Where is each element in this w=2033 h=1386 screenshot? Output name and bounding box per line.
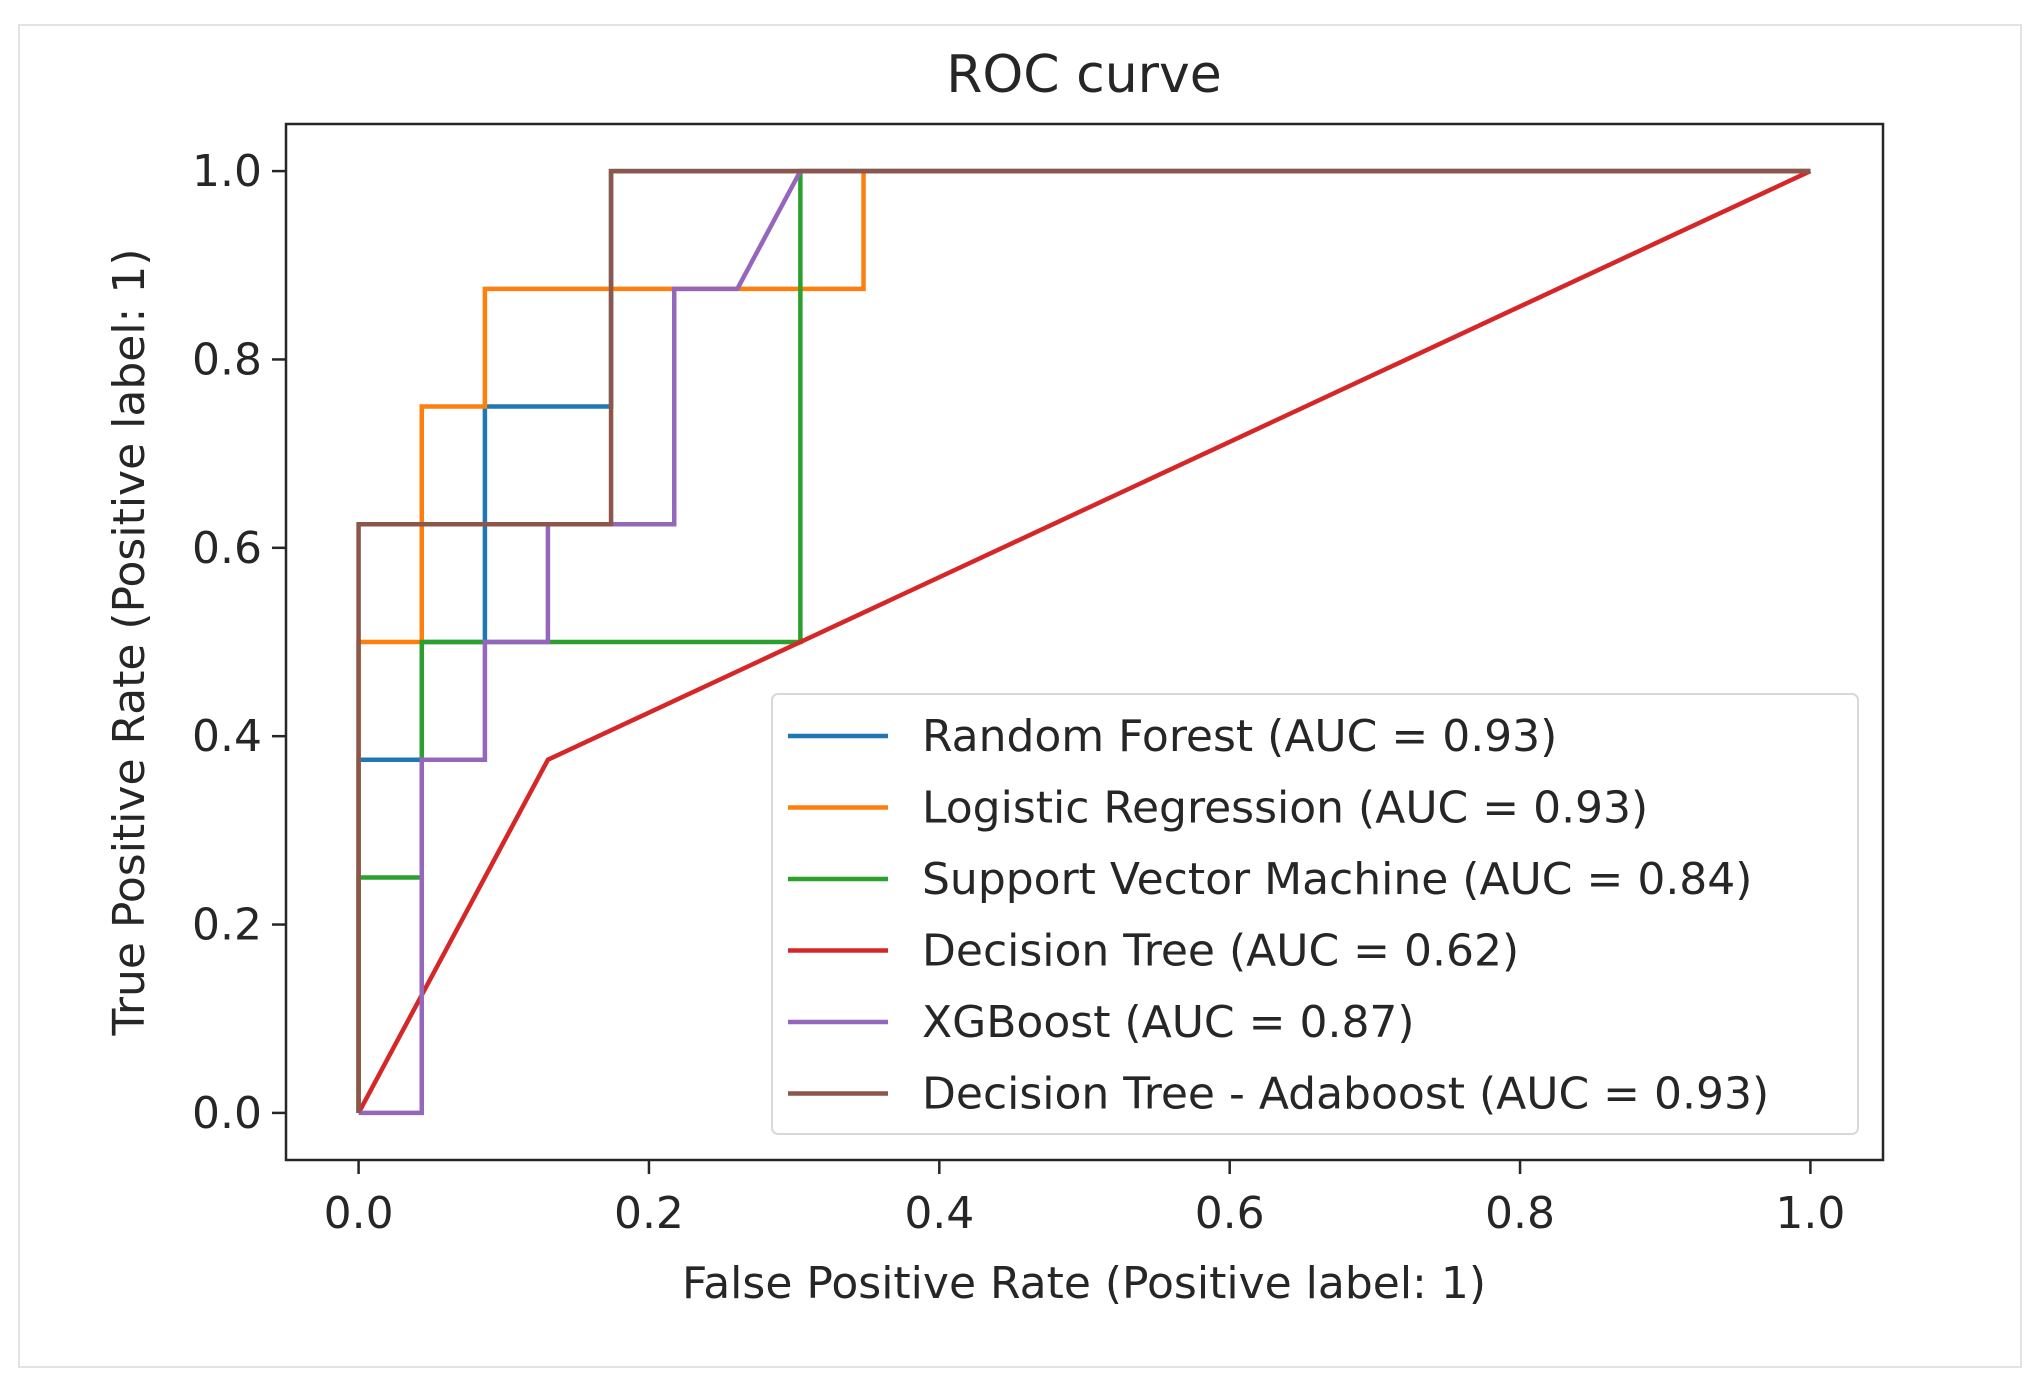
x-tick-label: 1.0 bbox=[1775, 1188, 1845, 1239]
y-tick-label: 0.2 bbox=[192, 900, 262, 951]
legend-items: Random Forest (AUC = 0.93) Logistic Regre… bbox=[788, 711, 1769, 1120]
plot-frame bbox=[284, 122, 1885, 1162]
series-line-6 bbox=[356, 168, 1811, 1113]
legend: Random Forest (AUC = 0.93) Logistic Regre… bbox=[771, 693, 1859, 1135]
y-tick-label: 0.6 bbox=[192, 523, 262, 574]
legend-label: Logistic Regression (AUC = 0.93) bbox=[922, 783, 1648, 834]
x-axis-label: False Positive Rate (Positive label: 1) bbox=[682, 1258, 1486, 1309]
x-tick-label: 0.6 bbox=[1195, 1188, 1265, 1239]
legend-label: Support Vector Machine (AUC = 0.84) bbox=[922, 854, 1752, 905]
series-line-5 bbox=[358, 168, 1811, 1116]
series-line-2 bbox=[356, 168, 1811, 1113]
x-tick-label: 0.0 bbox=[324, 1188, 394, 1239]
chart-title: ROC curve bbox=[946, 45, 1222, 105]
y-axis-ticks: 0.0 0.2 0.4 0.6 0.8 1.0 bbox=[192, 146, 286, 1139]
series-layer bbox=[356, 168, 1812, 1116]
legend-label: Decision Tree (AUC = 0.62) bbox=[922, 926, 1519, 977]
y-tick-label: 0.0 bbox=[192, 1088, 262, 1139]
legend-label: Decision Tree - Adaboost (AUC = 0.93) bbox=[922, 1069, 1769, 1120]
x-tick-label: 0.4 bbox=[904, 1188, 974, 1239]
y-axis-label: True Positive Rate (Positive label: 1) bbox=[104, 248, 155, 1036]
legend-label: Random Forest (AUC = 0.93) bbox=[922, 711, 1557, 762]
x-tick-label: 0.2 bbox=[614, 1188, 684, 1239]
y-tick-label: 1.0 bbox=[192, 146, 262, 197]
legend-label: XGBoost (AUC = 0.87) bbox=[922, 997, 1415, 1048]
x-tick-label: 0.8 bbox=[1485, 1188, 1555, 1239]
legend-box bbox=[771, 693, 1859, 1135]
y-tick-label: 0.8 bbox=[192, 334, 262, 385]
x-axis-ticks: 0.0 0.2 0.4 0.6 0.8 1.0 bbox=[324, 1160, 1845, 1239]
y-tick-label: 0.4 bbox=[192, 711, 262, 762]
